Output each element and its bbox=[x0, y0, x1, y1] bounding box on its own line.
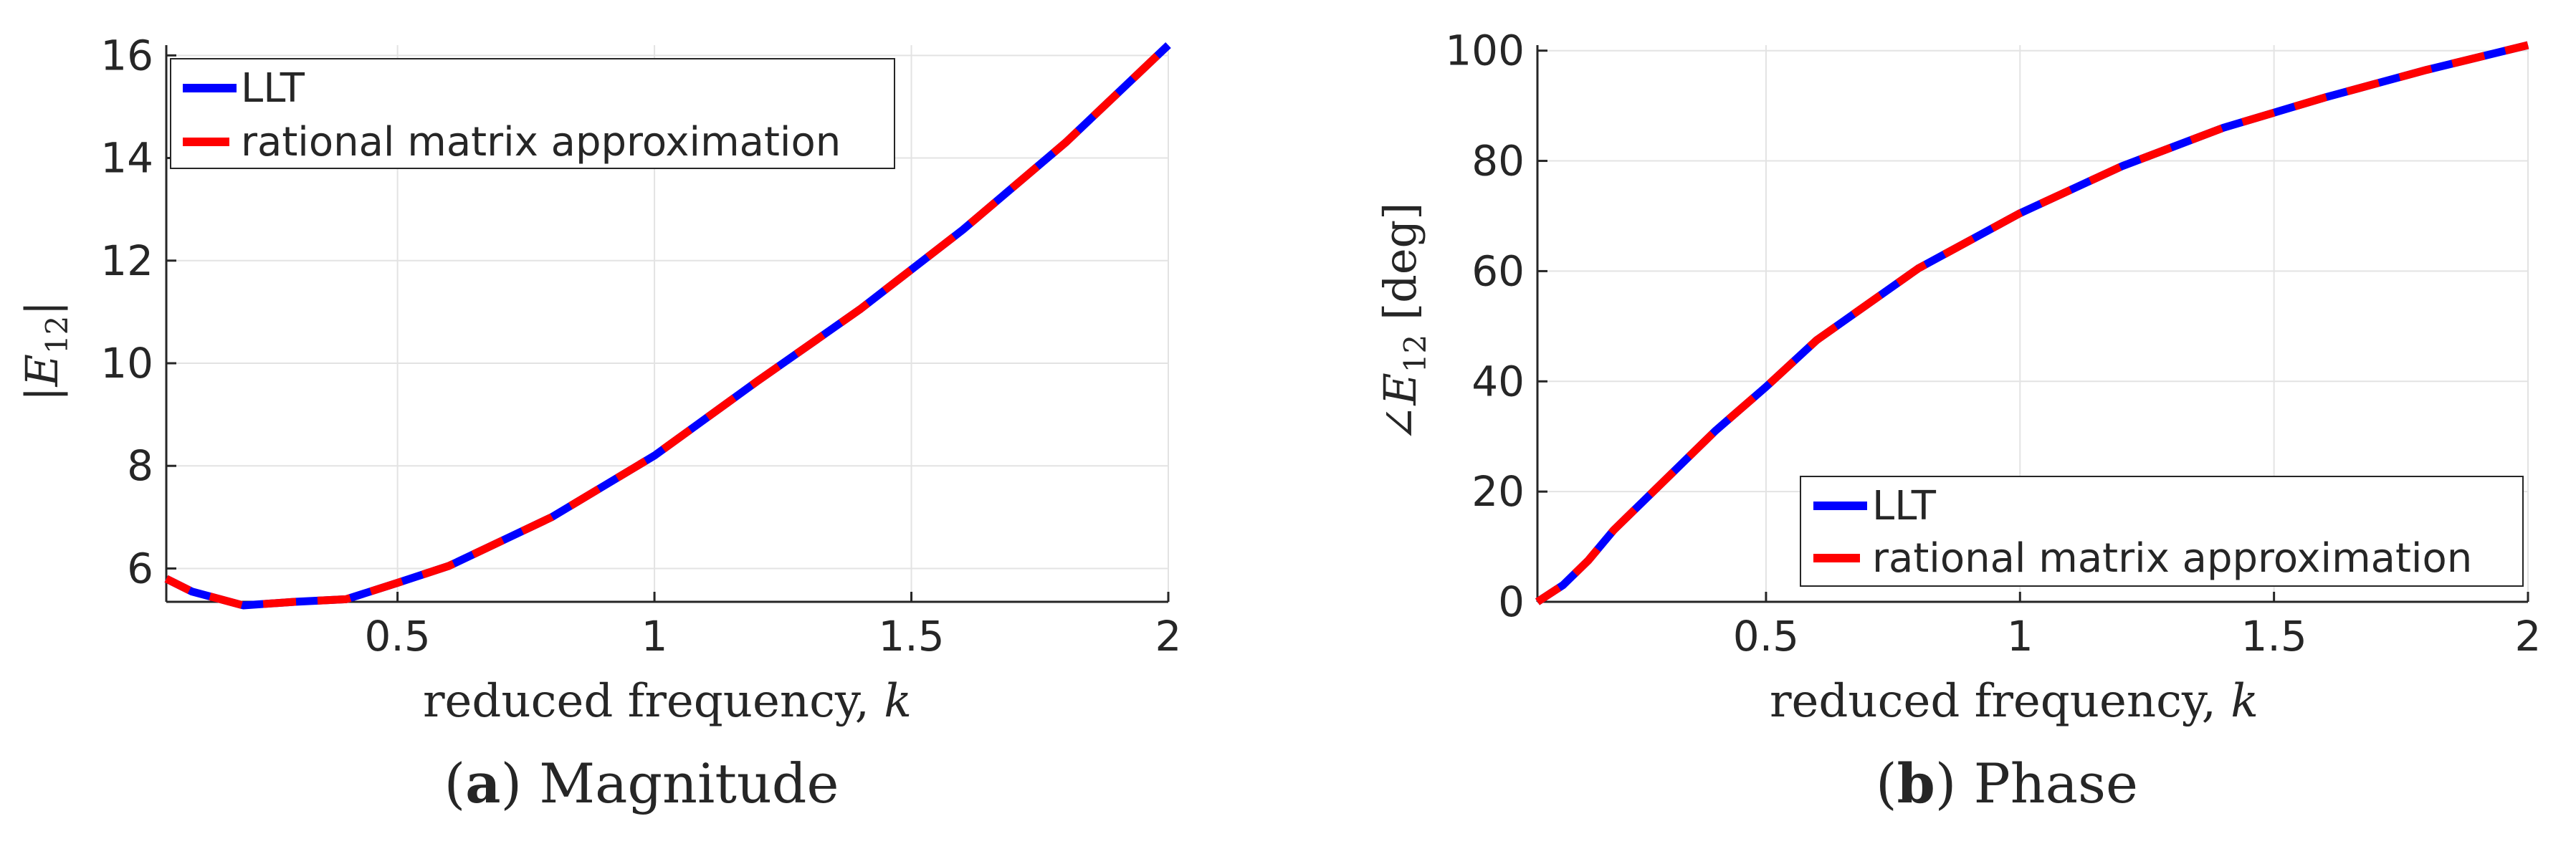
magnitude-xtick-label: 0.5 bbox=[364, 612, 430, 661]
magnitude-ytick-label: 16 bbox=[100, 31, 153, 80]
phase-legend-box bbox=[1800, 476, 2524, 587]
magnitude-ytick-label: 10 bbox=[100, 339, 153, 388]
magnitude-xtick-label: 1 bbox=[641, 612, 668, 661]
magnitude-series-rational-line bbox=[164, 42, 1171, 610]
phase-caption: (b) Phase bbox=[1876, 752, 2138, 815]
phase-ylabel: ∠E12 [deg] bbox=[1374, 203, 1433, 443]
phase-xtick-label: 1.5 bbox=[2241, 612, 2307, 661]
phase-ytick-label: 40 bbox=[1471, 357, 1525, 406]
magnitude-ytick-label: 8 bbox=[127, 441, 153, 490]
magnitude-panel: 0.5 1 1.5 2 6 8 10 12 14 16 |E12| reduced frequen… bbox=[16, 31, 1181, 815]
magnitude-ytick-label: 12 bbox=[100, 236, 153, 285]
phase-ytick-label: 20 bbox=[1471, 467, 1525, 516]
phase-xtick-label: 0.5 bbox=[1733, 612, 1799, 661]
magnitude-legend-llt-label: LLT bbox=[241, 65, 305, 112]
magnitude-legend-box bbox=[170, 58, 895, 169]
magnitude-xtick-label: 1.5 bbox=[878, 612, 944, 661]
phase-xlabel: reduced frequency, k bbox=[1770, 675, 2258, 728]
magnitude-ytick-label: 6 bbox=[127, 544, 153, 593]
magnitude-ylabel: |E12| bbox=[16, 301, 75, 402]
magnitude-xlabel: reduced frequency, k bbox=[423, 675, 912, 728]
magnitude-lines bbox=[164, 42, 1171, 610]
phase-legend-rational-label: rational matrix approximation bbox=[1872, 535, 2472, 582]
phase-ytick-label: 0 bbox=[1498, 577, 1525, 626]
phase-axes bbox=[1536, 45, 2528, 603]
phase-ytick-label: 80 bbox=[1471, 137, 1525, 186]
phase-legend-llt-label: LLT bbox=[1872, 483, 1937, 529]
phase-legend: LLT rational matrix approximation bbox=[1800, 476, 2524, 587]
phase-xtick-label: 2 bbox=[2515, 612, 2542, 661]
phase-ytick-label: 100 bbox=[1445, 27, 1525, 75]
phase-lines bbox=[1535, 41, 2529, 605]
phase-ytick-label: 60 bbox=[1471, 246, 1525, 295]
magnitude-ytick-label: 14 bbox=[100, 134, 153, 183]
magnitude-legend: LLT rational matrix approximation bbox=[170, 58, 895, 169]
magnitude-caption: (a) Magnitude bbox=[444, 752, 839, 815]
magnitude-xtick-label: 2 bbox=[1155, 612, 1182, 661]
phase-xtick-label: 1 bbox=[2007, 612, 2033, 661]
magnitude-legend-rational-label: rational matrix approximation bbox=[241, 119, 841, 166]
magnitude-ticks: 0.5 1 1.5 2 6 8 10 12 14 16 bbox=[100, 31, 1181, 661]
phase-series-rational-line bbox=[1535, 41, 2529, 605]
